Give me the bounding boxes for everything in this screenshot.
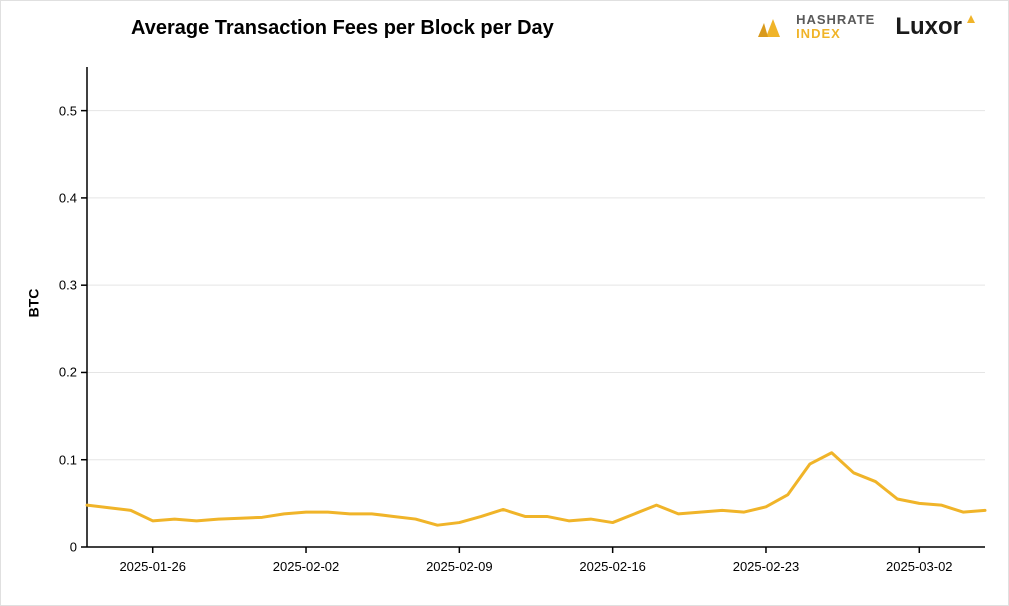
- chart-container: Average Transaction Fees per Block per D…: [0, 0, 1009, 606]
- hashrate-triangle-icon: [758, 13, 788, 41]
- hashrate-index-logo: HASHRATE INDEX: [758, 13, 875, 42]
- y-tick-label: 0.2: [47, 365, 77, 380]
- hashrate-brand-line1: HASHRATE: [796, 13, 875, 27]
- x-tick-label: 2025-02-02: [273, 559, 340, 574]
- hashrate-brand-line2: INDEX: [796, 27, 875, 41]
- luxor-brand-text: Luxor: [895, 13, 962, 41]
- x-tick-label: 2025-02-16: [579, 559, 646, 574]
- y-tick-label: 0.4: [47, 190, 77, 205]
- y-tick-label: 0: [47, 540, 77, 555]
- y-tick-label: 0.5: [47, 103, 77, 118]
- y-axis-label: BTC: [25, 289, 41, 318]
- y-tick-label: 0.1: [47, 452, 77, 467]
- plot-area: 00.10.20.30.40.5 2025-01-262025-02-02202…: [87, 67, 985, 547]
- luxor-logo: Luxor: [895, 13, 978, 41]
- luxor-triangle-icon: [964, 13, 978, 27]
- chart-svg: [87, 67, 985, 547]
- y-tick-label: 0.3: [47, 278, 77, 293]
- chart-title: Average Transaction Fees per Block per D…: [131, 17, 554, 40]
- brand-area: HASHRATE INDEX Luxor: [758, 13, 978, 42]
- x-tick-label: 2025-02-23: [733, 559, 800, 574]
- x-tick-label: 2025-02-09: [426, 559, 493, 574]
- x-tick-label: 2025-03-02: [886, 559, 953, 574]
- x-tick-label: 2025-01-26: [119, 559, 186, 574]
